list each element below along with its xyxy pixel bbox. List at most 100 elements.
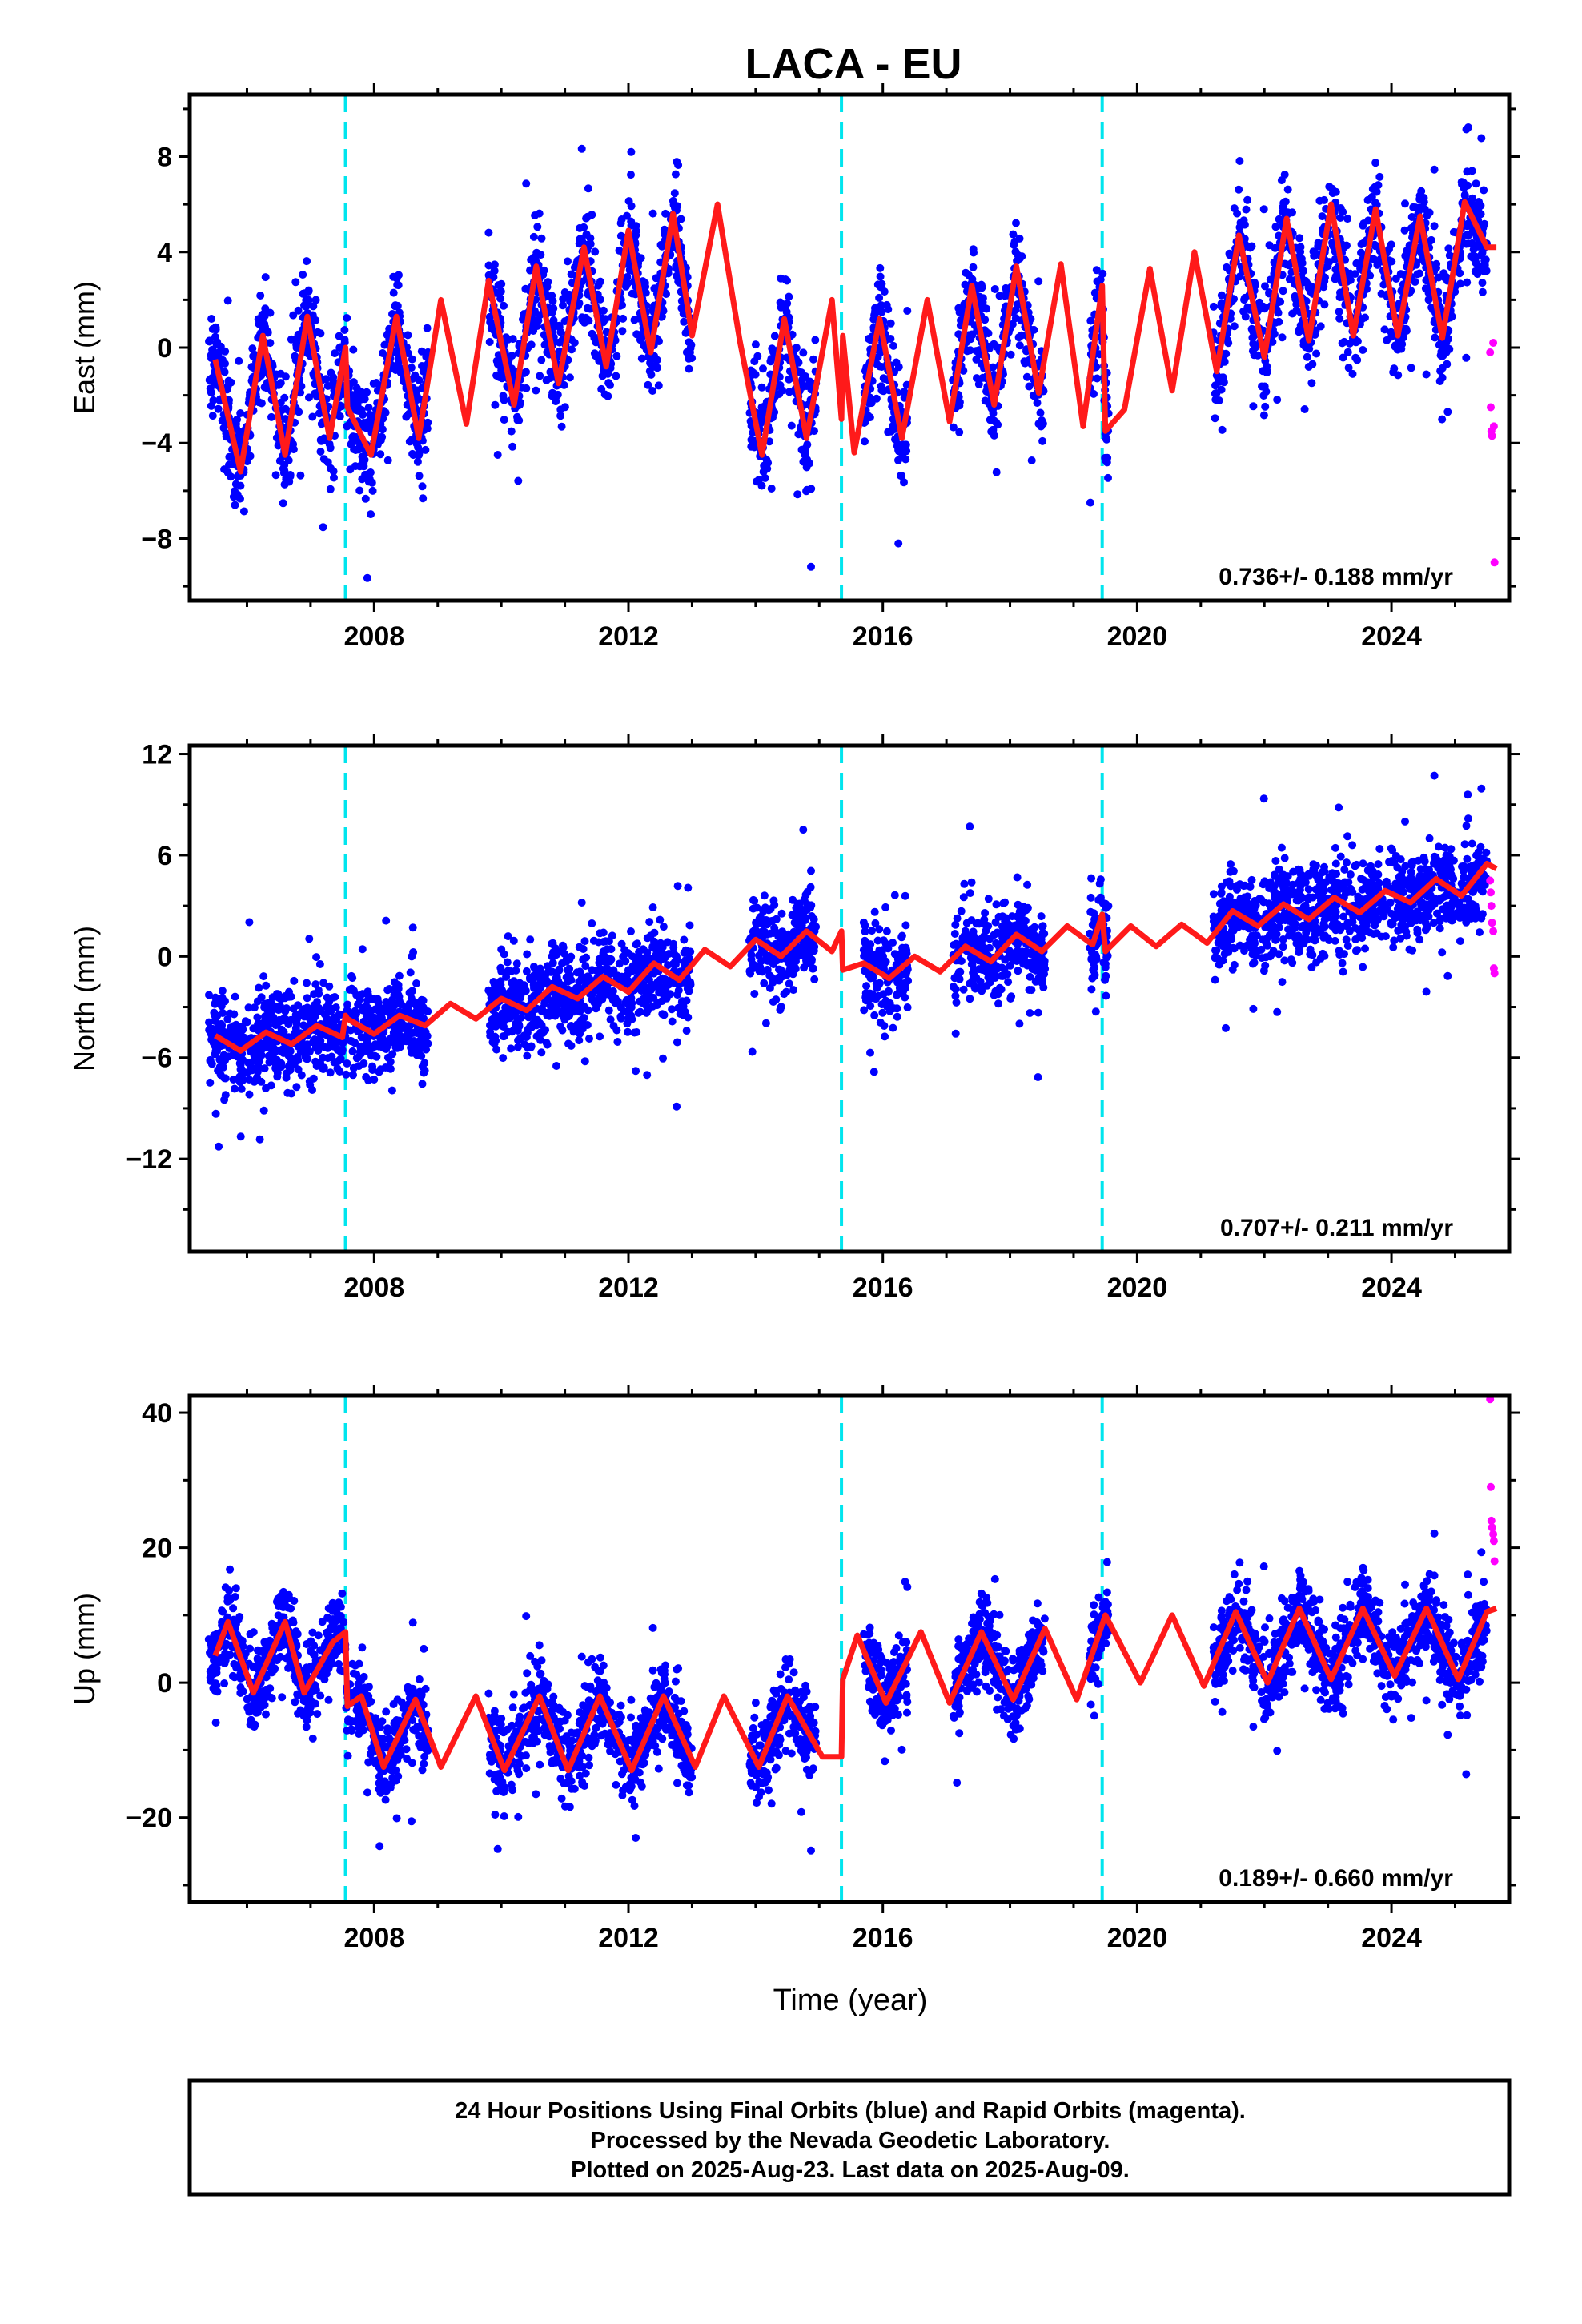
final-orbit-point [1437, 348, 1446, 356]
final-orbit-point [496, 294, 505, 303]
final-orbit-point [546, 374, 555, 382]
final-orbit-point [258, 311, 267, 320]
final-orbit-point [555, 965, 564, 974]
final-orbit-point [1214, 374, 1223, 383]
final-orbit-point [397, 1000, 406, 1009]
final-orbit-point [395, 356, 404, 365]
final-orbit-point [1278, 333, 1287, 342]
final-orbit-point [404, 331, 412, 340]
final-orbit-point [520, 981, 528, 990]
final-orbit-point [643, 1071, 652, 1080]
final-orbit-point [361, 494, 370, 503]
final-orbit-point [365, 1019, 374, 1028]
final-orbit-point [279, 499, 287, 508]
final-orbit-point [1353, 356, 1362, 364]
final-orbit-point [632, 940, 640, 949]
final-orbit-point [262, 981, 271, 990]
final-orbit-point [555, 321, 564, 330]
final-orbit-point [280, 468, 289, 476]
final-orbit-point [215, 998, 223, 1007]
final-orbit-point [514, 476, 523, 485]
final-orbit-point [787, 421, 796, 430]
final-orbit-point [548, 388, 557, 397]
final-orbit-point [875, 293, 884, 302]
final-orbit-point [596, 277, 604, 286]
final-orbit-point [386, 1064, 395, 1073]
final-orbit-point [627, 927, 635, 935]
final-orbit-point [802, 485, 811, 494]
final-orbit-point [330, 473, 338, 482]
final-orbit-point [363, 1047, 371, 1055]
final-orbit-point [644, 353, 653, 362]
chart-title: LACA - EU [745, 40, 962, 88]
final-orbit-point [284, 1046, 293, 1055]
final-orbit-point [1335, 308, 1343, 316]
final-orbit-point [1011, 306, 1020, 314]
final-orbit-point [1282, 260, 1291, 269]
final-orbit-point [564, 971, 572, 980]
final-orbit-point [329, 1042, 338, 1051]
final-orbit-point [208, 412, 217, 420]
final-orbit-point [624, 1007, 633, 1016]
final-orbit-point [965, 271, 974, 279]
final-orbit-point [580, 1057, 589, 1066]
final-orbit-point [1279, 202, 1288, 211]
final-orbit-point [237, 1023, 246, 1031]
final-orbit-point [612, 1026, 621, 1035]
final-orbit-point [673, 882, 682, 891]
final-orbit-point [1387, 328, 1395, 336]
final-orbit-point [575, 1036, 584, 1045]
final-orbit-point [358, 945, 367, 954]
final-orbit-point [807, 562, 815, 571]
final-orbit-point [582, 953, 591, 962]
final-orbit-point [1025, 382, 1034, 391]
final-orbit-point [347, 971, 355, 980]
final-orbit-point [319, 523, 327, 532]
final-orbit-point [504, 991, 513, 999]
final-orbit-point [503, 958, 512, 967]
final-orbit-point [529, 232, 538, 241]
final-orbit-point [338, 1046, 347, 1055]
final-orbit-point [331, 993, 339, 1001]
final-orbit-point [488, 1038, 497, 1047]
final-orbit-point [395, 992, 404, 1001]
final-orbit-point [282, 1004, 291, 1013]
final-orbit-point [749, 368, 757, 377]
final-orbit-point [781, 302, 789, 311]
final-orbit-point [303, 257, 311, 266]
final-orbit-point [652, 1001, 661, 1010]
final-orbit-point [219, 1055, 228, 1064]
final-orbit-point [797, 445, 806, 454]
final-orbit-point [1336, 214, 1345, 222]
final-orbit-point [656, 939, 665, 947]
final-orbit-point [1430, 165, 1439, 174]
final-orbit-point [415, 472, 424, 480]
final-orbit-point [1277, 176, 1286, 185]
final-orbit-point [235, 1035, 244, 1044]
final-orbit-point [281, 404, 290, 413]
final-orbit-point [1463, 278, 1472, 287]
final-orbit-point [409, 948, 418, 956]
final-orbit-point [661, 953, 670, 961]
final-orbit-point [1298, 259, 1307, 267]
final-orbit-point [1303, 352, 1311, 361]
final-orbit-point [648, 363, 657, 371]
final-orbit-point [316, 1059, 325, 1068]
final-orbit-point [532, 1004, 541, 1013]
final-orbit-point [395, 271, 403, 279]
final-orbit-point [258, 1045, 267, 1053]
final-orbit-point [220, 368, 229, 376]
final-orbit-point [1235, 185, 1243, 194]
final-orbit-point [564, 257, 572, 266]
final-orbit-point [1034, 277, 1043, 286]
final-orbit-point [355, 486, 364, 495]
final-orbit-point [1002, 283, 1010, 292]
final-orbit-point [604, 1006, 613, 1015]
final-orbit-point [669, 959, 677, 968]
final-orbit-point [217, 1042, 226, 1051]
final-orbit-point [644, 380, 652, 389]
final-orbit-point [623, 971, 632, 979]
final-orbit-point [1473, 270, 1482, 279]
final-orbit-point [1012, 219, 1020, 227]
